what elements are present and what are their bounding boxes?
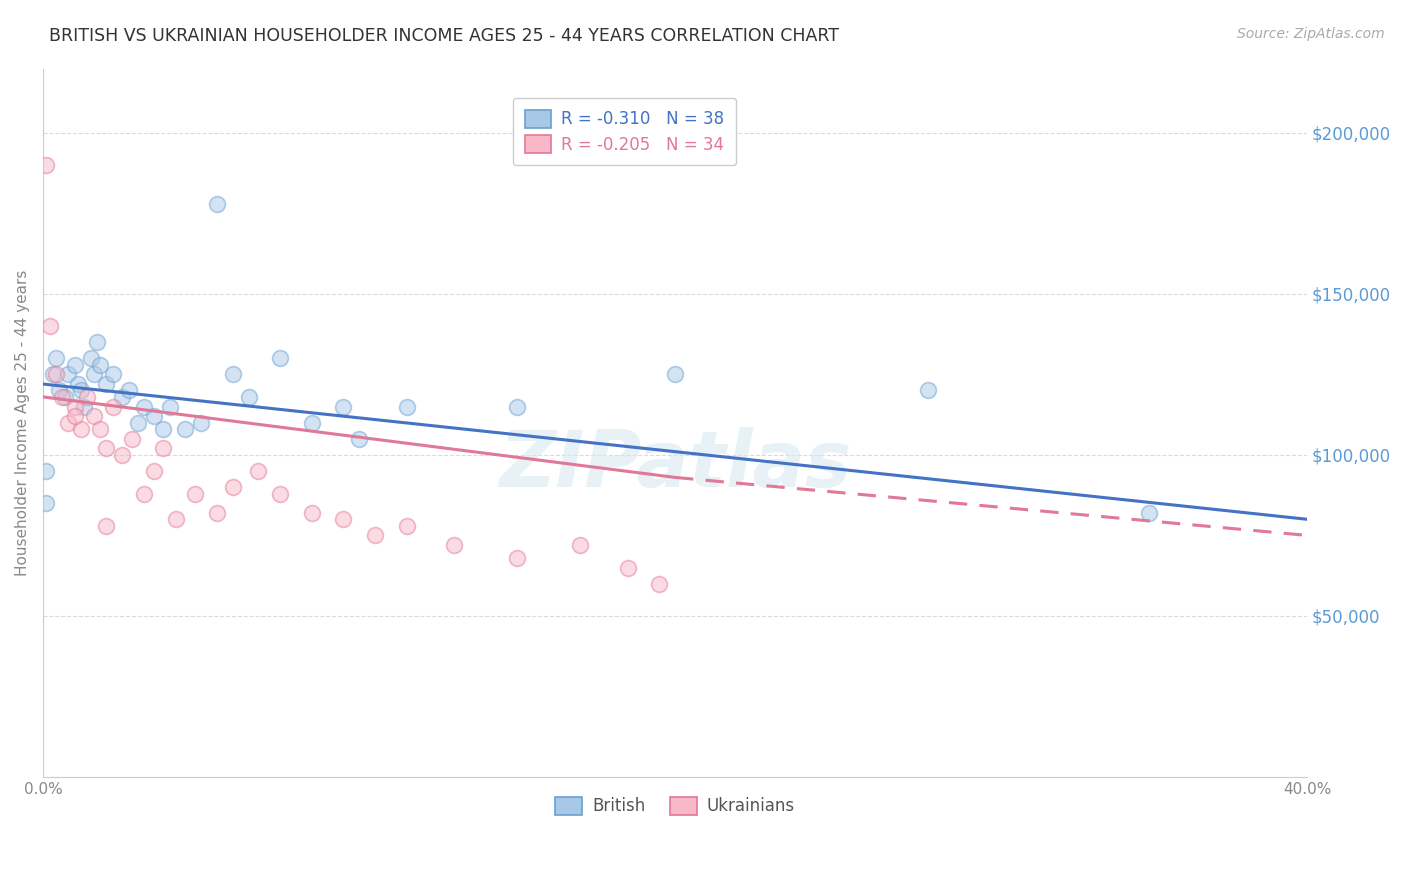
Point [332,512,354,526]
Point [616,560,638,574]
Point [134,486,156,500]
Point [222,480,245,494]
Point [83,368,105,382]
Point [48,384,70,398]
Point [205,196,228,211]
Point [152,422,174,436]
Point [70,384,93,398]
Point [96,442,118,456]
Point [45,351,67,366]
Point [53,390,76,404]
Point [83,409,105,424]
Point [51,390,73,404]
Point [301,416,323,430]
Point [101,400,124,414]
Point [134,400,156,414]
Point [238,390,260,404]
Legend: British, Ukrainians: British, Ukrainians [546,787,806,825]
Point [395,518,418,533]
Point [917,384,939,398]
Point [142,409,165,424]
Point [1137,506,1160,520]
Point [364,528,387,542]
Point [63,409,86,424]
Point [269,486,291,500]
Point [443,538,465,552]
Point [569,538,592,552]
Point [63,400,86,414]
Point [35,464,58,478]
Text: ZIPatlas: ZIPatlas [499,427,851,503]
Point [79,351,101,366]
Point [58,368,80,382]
Point [117,384,139,398]
Point [347,432,370,446]
Point [506,400,529,414]
Point [190,416,212,430]
Point [96,377,118,392]
Point [247,464,270,478]
Point [506,550,529,565]
Point [269,351,291,366]
Point [205,506,228,520]
Point [111,448,134,462]
Point [89,422,111,436]
Point [86,335,108,350]
Point [121,432,143,446]
Point [101,368,124,382]
Y-axis label: Householder Income Ages 25 - 44 years: Householder Income Ages 25 - 44 years [15,269,30,576]
Point [332,400,354,414]
Point [70,422,93,436]
Point [66,377,89,392]
Point [159,400,181,414]
Point [152,442,174,456]
Point [301,506,323,520]
Point [63,358,86,372]
Point [76,390,98,404]
Text: Source: ZipAtlas.com: Source: ZipAtlas.com [1237,27,1385,41]
Point [41,368,63,382]
Point [73,400,96,414]
Point [111,390,134,404]
Point [89,358,111,372]
Point [648,576,671,591]
Point [395,400,418,414]
Point [35,496,58,510]
Point [664,368,686,382]
Point [45,368,67,382]
Point [96,518,118,533]
Point [127,416,149,430]
Point [165,512,187,526]
Point [222,368,245,382]
Point [35,158,58,172]
Text: BRITISH VS UKRAINIAN HOUSEHOLDER INCOME AGES 25 - 44 YEARS CORRELATION CHART: BRITISH VS UKRAINIAN HOUSEHOLDER INCOME … [49,27,839,45]
Point [58,416,80,430]
Point [38,319,60,334]
Point [142,464,165,478]
Point [174,422,197,436]
Point [184,486,207,500]
